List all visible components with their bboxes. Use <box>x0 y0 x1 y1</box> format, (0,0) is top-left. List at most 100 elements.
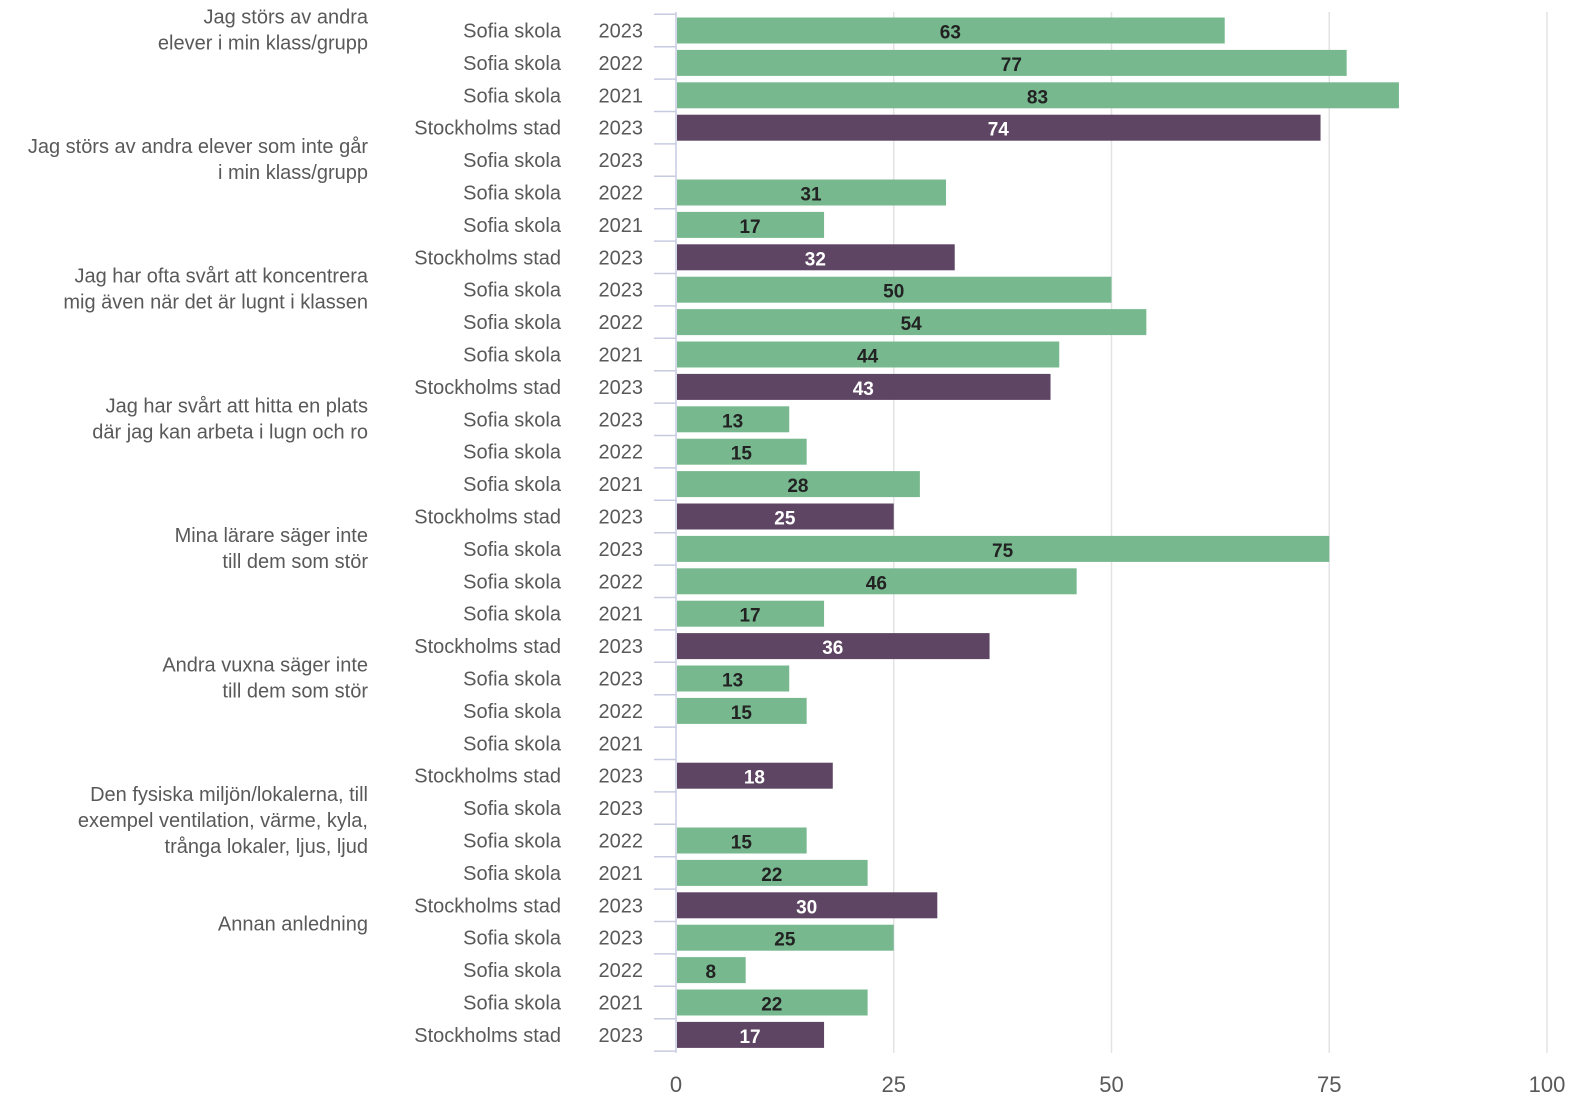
category-label: Jag har svårt att hitta en plats <box>106 395 368 417</box>
bar-value-label: 63 <box>940 23 961 44</box>
row-year-label: 2023 <box>599 377 644 399</box>
row-unit-label: Stockholms stad <box>414 766 561 788</box>
row-unit-label: Sofia skola <box>463 150 562 172</box>
row-unit-label: Sofia skola <box>463 831 562 853</box>
bar <box>677 341 1060 368</box>
bar-value-label: 30 <box>796 897 817 918</box>
row-unit-label: Sofia skola <box>463 280 562 302</box>
bar-value-label: 74 <box>988 120 1010 141</box>
bar-value-label: 50 <box>883 282 904 303</box>
x-tick-label: 0 <box>670 1072 682 1097</box>
row-year-label: 2022 <box>599 183 644 205</box>
row-unit-label: Stockholms stad <box>414 118 561 140</box>
bar <box>677 892 938 919</box>
row-unit-label: Stockholms stad <box>414 895 561 917</box>
row-year-label: 2021 <box>599 474 644 496</box>
bar-value-label: 75 <box>992 541 1014 562</box>
bar <box>677 276 1112 303</box>
bar <box>677 373 1051 400</box>
bar-value-label: 28 <box>787 476 808 497</box>
bar-value-label: 77 <box>1001 55 1022 76</box>
bar-value-label: 46 <box>866 573 887 594</box>
row-year-label: 2021 <box>599 604 644 626</box>
row-year-label: 2023 <box>599 798 644 820</box>
row-unit-label: Sofia skola <box>463 669 562 691</box>
row-unit-label: Sofia skola <box>463 53 562 75</box>
bar-value-label: 17 <box>739 1027 760 1048</box>
bar <box>677 82 1399 109</box>
bar-value-label: 15 <box>731 833 753 854</box>
bar <box>677 827 807 854</box>
bar <box>677 406 790 433</box>
row-unit-label: Sofia skola <box>463 215 562 237</box>
bar-value-label: 54 <box>901 314 923 335</box>
row-unit-label: Sofia skola <box>463 409 562 431</box>
row-year-label: 2022 <box>599 831 644 853</box>
row-year-label: 2023 <box>599 669 644 691</box>
bar-value-label: 36 <box>822 638 843 659</box>
row-unit-label: Stockholms stad <box>414 377 561 399</box>
row-unit-label: Sofia skola <box>463 604 562 626</box>
bar <box>677 957 746 984</box>
row-year-label: 2021 <box>599 215 644 237</box>
row-year-label: 2021 <box>599 85 644 107</box>
row-year-label: 2023 <box>599 247 644 269</box>
bar <box>677 244 955 271</box>
row-year-label: 2023 <box>599 409 644 431</box>
bar <box>677 568 1077 595</box>
category-label: till dem som stör <box>222 551 368 573</box>
row-unit-label: Stockholms stad <box>414 636 561 658</box>
category-label: i min klass/grupp <box>218 162 368 184</box>
row-unit-label: Sofia skola <box>463 442 562 464</box>
row-unit-label: Sofia skola <box>463 928 562 950</box>
row-unit-label: Sofia skola <box>463 993 562 1015</box>
row-unit-label: Sofia skola <box>463 85 562 107</box>
bar-value-label: 22 <box>761 995 782 1016</box>
bar <box>677 49 1347 76</box>
row-unit-label: Sofia skola <box>463 539 562 561</box>
x-tick-label: 75 <box>1317 1072 1341 1097</box>
bar <box>677 665 790 692</box>
row-year-label: 2022 <box>599 960 644 982</box>
row-year-label: 2023 <box>599 928 644 950</box>
category-label: Mina lärare säger inte <box>175 525 368 547</box>
bar <box>677 924 894 951</box>
bar <box>677 438 807 465</box>
row-unit-label: Stockholms stad <box>414 1025 561 1047</box>
bar-value-label: 32 <box>805 249 826 270</box>
bar-value-label: 25 <box>774 930 796 951</box>
bar-value-label: 22 <box>761 865 782 886</box>
row-year-label: 2023 <box>599 507 644 529</box>
bar-value-label: 13 <box>722 671 743 692</box>
bar-value-label: 15 <box>731 444 753 465</box>
row-year-label: 2022 <box>599 312 644 334</box>
category-label: elever i min klass/grupp <box>158 33 368 55</box>
category-label: trånga lokaler, ljus, ljud <box>165 836 368 858</box>
bar <box>677 989 868 1016</box>
category-label: Jag störs av andra elever som inte går <box>28 136 369 158</box>
bar <box>677 471 920 498</box>
row-year-label: 2021 <box>599 733 644 755</box>
bar-value-label: 13 <box>722 411 743 432</box>
row-year-label: 2023 <box>599 636 644 658</box>
row-year-label: 2023 <box>599 21 644 43</box>
category-label: mig även när det är lugnt i klassen <box>63 292 368 314</box>
x-tick-label: 50 <box>1099 1072 1123 1097</box>
row-year-label: 2022 <box>599 442 644 464</box>
row-year-label: 2022 <box>599 53 644 75</box>
row-year-label: 2023 <box>599 150 644 172</box>
row-unit-label: Sofia skola <box>463 863 562 885</box>
bar-value-label: 8 <box>706 962 717 983</box>
bar-value-label: 17 <box>739 606 760 627</box>
x-tick-label: 25 <box>882 1072 906 1097</box>
bar <box>677 762 833 789</box>
bar-value-label: 31 <box>800 185 822 206</box>
bar <box>677 503 894 530</box>
row-year-label: 2022 <box>599 701 644 723</box>
category-label: Jag störs av andra <box>203 7 368 29</box>
bar-value-label: 83 <box>1027 87 1048 108</box>
row-unit-label: Stockholms stad <box>414 507 561 529</box>
bar <box>677 600 825 627</box>
